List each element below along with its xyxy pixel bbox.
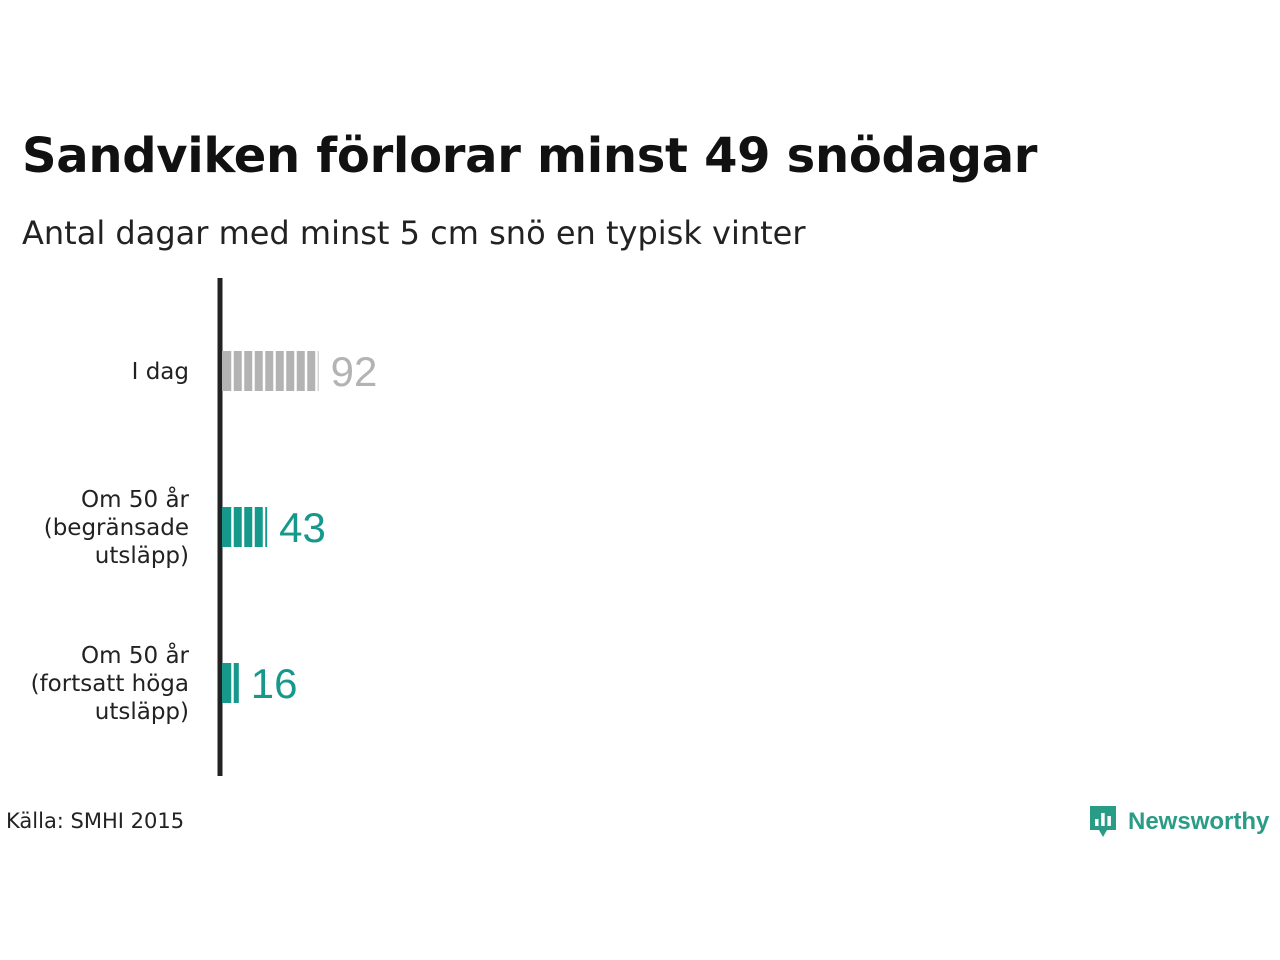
bar (222, 663, 239, 703)
category-label: I dag (132, 359, 189, 385)
chart-subtitle: Antal dagar med minst 5 cm snö en typisk… (22, 214, 806, 252)
brand-logo: Newsworthy (1088, 804, 1269, 840)
bar (222, 507, 268, 547)
category-label: Om 50 år (fortsatt höga utsläpp) (31, 641, 190, 725)
bar-value-label: 16 (251, 660, 298, 707)
bar-value-label: 43 (279, 504, 326, 551)
brand-name: Newsworthy (1128, 808, 1270, 835)
bar-chart-speech-bubble-icon (1090, 806, 1116, 837)
category-label: Om 50 år (begränsade utsläpp) (44, 485, 190, 569)
bar-value-label: 92 (331, 348, 378, 395)
source-note: Källa: SMHI 2015 (6, 809, 185, 833)
bar (222, 351, 319, 391)
chart-title: Sandviken förlorar minst 49 snödagar (22, 128, 1038, 184)
